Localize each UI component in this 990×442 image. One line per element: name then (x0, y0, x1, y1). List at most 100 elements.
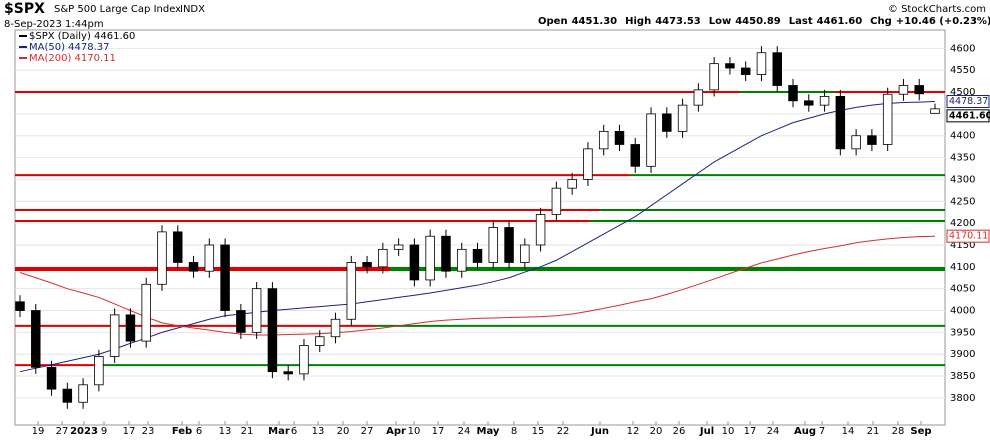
y-tick-label: 4150 (950, 240, 975, 251)
quote-value: 4461.60 (817, 16, 863, 27)
candle-body (535, 213, 546, 246)
y-tick-label: 3950 (950, 327, 975, 338)
x-tick-label: Feb (172, 426, 192, 437)
y-tick-label: 4350 (950, 153, 975, 164)
x-tick-label: 10 (722, 426, 735, 437)
price-tag-label: 4461.60 (949, 110, 990, 121)
price-tag (946, 229, 990, 243)
quote-value: 4451.30 (572, 16, 618, 27)
candle-body (409, 244, 420, 281)
candle-body (378, 248, 388, 268)
candle-body (330, 318, 341, 338)
candle-body (788, 85, 798, 102)
y-tick-label: 4000 (950, 306, 975, 317)
ma-line (19, 100, 936, 373)
candle-body (204, 244, 215, 272)
quote-label: Low (709, 16, 731, 27)
candle-body (567, 179, 577, 189)
x-tick-label: 7 (819, 426, 825, 437)
x-tick-label: 21 (867, 426, 880, 437)
candle-body (267, 288, 278, 373)
candle-body (583, 148, 593, 180)
x-tick-label: 27 (56, 426, 69, 437)
price-tag-label: 4478.37 (949, 96, 988, 107)
candle-body (882, 93, 893, 145)
price-tag (946, 109, 990, 123)
candle-body (646, 113, 656, 167)
x-tick-label: 13 (219, 426, 232, 437)
x-tick-label: 9 (101, 426, 107, 437)
x-tick-label: 24 (767, 426, 780, 437)
legend-label: MA(200) 4170.11 (29, 53, 116, 64)
candle-body (520, 244, 530, 263)
y-tick-label: 4300 (950, 174, 975, 185)
y-tick-label: 4050 (950, 284, 975, 295)
x-tick-label: 17 (744, 426, 757, 437)
subtitle: S&P 500 Large Cap Index (54, 4, 181, 15)
y-tick-label: 4250 (950, 196, 975, 207)
quote-label: Open (538, 16, 568, 27)
x-tick-label: 20 (337, 426, 350, 437)
candle-body (346, 262, 357, 320)
x-tick-label: Jun (590, 426, 609, 437)
y-tick-label: 4200 (950, 218, 975, 229)
candle-body (819, 96, 830, 106)
y-tick-label: 3800 (950, 393, 975, 404)
x-tick-label: 19 (32, 426, 45, 437)
candle-body (283, 371, 293, 375)
credit: © StockCharts.com (888, 4, 986, 15)
candle-body (662, 113, 672, 132)
candle-body (756, 52, 767, 75)
quote-label: Chg (870, 16, 892, 27)
candle-body (141, 283, 151, 342)
quote-value: 4450.89 (735, 16, 781, 27)
x-tick-label: 15 (532, 426, 545, 437)
x-tick-label: 28 (892, 426, 905, 437)
candle-body (804, 100, 814, 106)
candle-body (898, 85, 909, 95)
x-tick-label: 2023 (70, 426, 98, 437)
candle-body (740, 67, 751, 75)
x-tick-label: 6 (291, 426, 297, 437)
symbol: $SPX (4, 1, 45, 17)
candle-body (299, 345, 309, 375)
candle-body (15, 301, 25, 311)
candle-body (315, 336, 325, 346)
candle-body (94, 355, 104, 386)
exchange: INDX (180, 4, 205, 15)
candle-body (62, 388, 73, 403)
plot-frame (14, 29, 946, 426)
candle-body (441, 235, 451, 272)
x-tick-label: 13 (312, 426, 325, 437)
candle-body (31, 310, 41, 368)
date: 8-Sep-2023 1:44pm (4, 19, 104, 30)
price-tag-label: 4170.11 (949, 231, 988, 242)
candle-body (236, 310, 246, 333)
candle-body (914, 85, 924, 95)
x-tick-label: 10 (408, 426, 421, 437)
x-tick-label: 17 (123, 426, 136, 437)
x-tick-label: May (477, 426, 500, 437)
candle-body (488, 227, 499, 263)
y-tick-label: 3850 (950, 371, 975, 382)
quote-value: 4473.53 (655, 16, 701, 27)
candle-body (251, 288, 262, 333)
x-tick-label: Apr (386, 426, 406, 437)
x-tick-label: 24 (458, 426, 471, 437)
x-tick-label: 6 (196, 426, 202, 437)
candle-body (693, 89, 704, 106)
candle-body (46, 366, 57, 390)
y-tick-label: 4600 (950, 43, 975, 54)
x-tick-label: 17 (432, 426, 445, 437)
candle-body (677, 104, 688, 132)
candle-body (125, 314, 136, 342)
x-tick-label: Sep (910, 426, 931, 437)
legend-label: $SPX (Daily) 4461.60 (29, 31, 135, 42)
y-tick-label: 4100 (950, 262, 975, 273)
candle-body (472, 248, 483, 263)
candle-body (709, 63, 719, 91)
candle-body (725, 63, 735, 69)
x-tick-label: Jul (699, 426, 714, 437)
candle-body (598, 130, 609, 150)
x-tick-label: 20 (650, 426, 663, 437)
